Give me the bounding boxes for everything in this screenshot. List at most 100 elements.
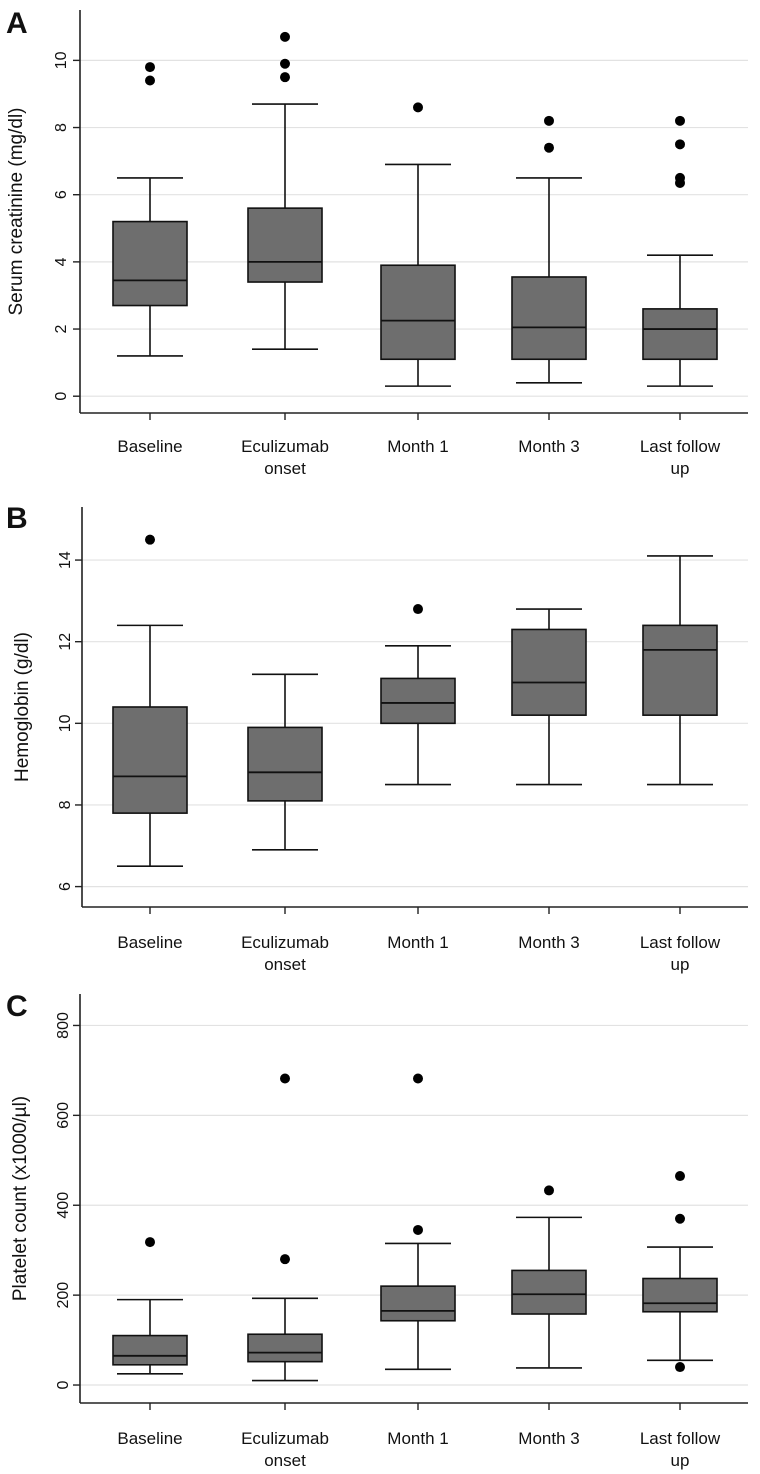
box-group <box>247 673 323 851</box>
y-tick-label: 10 <box>53 51 70 69</box>
x-category-label-line: Month 3 <box>518 933 579 952</box>
x-category-label: Last follow up <box>640 1429 721 1470</box>
x-category-label-line: onset <box>264 459 306 478</box>
iqr-box <box>247 726 323 802</box>
box-group <box>642 115 718 387</box>
x-category-label: Month 3 <box>518 933 579 952</box>
outlier-point <box>544 115 554 126</box>
box-group <box>112 62 188 357</box>
iqr-box <box>112 220 188 307</box>
iqr-box <box>112 706 188 814</box>
x-category-label-line: Baseline <box>117 437 182 456</box>
chart-panel-c: 0 200 400 600 800 Platelet count (x1000/µl) C B… <box>6 990 748 1470</box>
y-tick-label: 6 <box>57 882 74 891</box>
x-category-label-line: Month 1 <box>387 437 448 456</box>
y-tick-label: 10 <box>57 714 74 732</box>
x-category-label: Month 3 <box>518 437 579 456</box>
outlier-point <box>413 1073 423 1084</box>
iqr-box <box>380 1285 456 1322</box>
outlier-point <box>675 1362 685 1373</box>
iqr-box <box>247 1333 323 1363</box>
y-tick-label: 600 <box>55 1102 72 1129</box>
box-group <box>511 115 587 384</box>
outlier-point <box>675 115 685 126</box>
x-category-label-line: up <box>671 1451 690 1470</box>
box-group <box>642 1171 718 1373</box>
y-tick-label: 400 <box>55 1192 72 1219</box>
chart-panel-b: 6 8 10 12 14 Hemoglobin (g/dl) B Baseline Eculiz… <box>6 502 748 974</box>
box-group <box>112 534 188 867</box>
iqr-box <box>511 628 587 716</box>
box-group <box>247 1073 323 1382</box>
box-group <box>247 31 323 350</box>
x-category-label: Month 1 <box>387 437 448 456</box>
y-tick-label: 2 <box>53 324 70 333</box>
box-group <box>642 555 718 786</box>
x-category-label-line: up <box>671 459 690 478</box>
outlier-point <box>675 139 685 150</box>
outlier-point <box>280 58 290 69</box>
x-category-label: Eculizumab onset <box>241 1429 329 1470</box>
chart-panel-a: 0 2 4 6 8 10 Serum creatinine (mg/dl) A Baseline… <box>6 7 748 478</box>
box-group <box>511 608 587 786</box>
y-tick-label: 0 <box>53 392 70 401</box>
x-category-label: Month 1 <box>387 1429 448 1448</box>
iqr-box <box>247 207 323 283</box>
box-group <box>380 604 456 786</box>
iqr-box <box>642 1277 718 1313</box>
outlier-point <box>280 1073 290 1084</box>
x-category-label-line: Month 1 <box>387 933 448 952</box>
x-category-label-line: Baseline <box>117 933 182 952</box>
x-category-label-line: Month 1 <box>387 1429 448 1448</box>
y-tick-label: 14 <box>57 551 74 569</box>
iqr-box <box>112 1334 188 1366</box>
outlier-point <box>413 1224 423 1235</box>
outlier-point <box>544 1185 554 1196</box>
outlier-point <box>675 1213 685 1224</box>
outlier-point <box>413 102 423 113</box>
x-category-label: Baseline <box>117 437 182 456</box>
x-category-label: Baseline <box>117 933 182 952</box>
x-category-label: Last follow up <box>640 933 721 974</box>
x-category-label: Month 3 <box>518 1429 579 1448</box>
x-category-label-line: onset <box>264 955 306 974</box>
y-tick-label: 800 <box>55 1012 72 1039</box>
iqr-box <box>642 308 718 361</box>
y-tick-label: 8 <box>57 800 74 809</box>
y-tick-label: 4 <box>53 257 70 266</box>
y-axis-title: Hemoglobin (g/dl) <box>12 632 33 782</box>
x-category-label-line: up <box>671 955 690 974</box>
x-category-label-line: Eculizumab <box>241 1429 329 1448</box>
panel-letter: B <box>6 502 28 535</box>
outlier-point <box>145 75 155 86</box>
outlier-point <box>145 534 155 545</box>
x-category-label-line: Baseline <box>117 1429 182 1448</box>
outlier-point <box>675 172 685 183</box>
outlier-point <box>145 62 155 73</box>
y-axis-title: Serum creatinine (mg/dl) <box>6 107 27 315</box>
outlier-point <box>544 142 554 153</box>
box-group <box>511 1185 587 1369</box>
outlier-point <box>675 1171 685 1182</box>
x-category-label-line: Eculizumab <box>241 933 329 952</box>
x-category-label-line: onset <box>264 1451 306 1470</box>
x-category-label-line: Month 3 <box>518 1429 579 1448</box>
outlier-point <box>413 604 423 615</box>
y-tick-label: 8 <box>53 123 70 132</box>
outlier-point <box>280 1254 290 1265</box>
y-tick-label: 0 <box>55 1380 72 1389</box>
outlier-point <box>280 72 290 83</box>
outlier-point <box>280 31 290 42</box>
x-category-label: Baseline <box>117 1429 182 1448</box>
box-group <box>380 102 456 387</box>
panel-letter: A <box>6 7 28 40</box>
x-category-label-line: Last follow <box>640 437 721 456</box>
x-category-label-line: Last follow <box>640 1429 721 1448</box>
box-group <box>380 1073 456 1371</box>
iqr-box <box>511 1269 587 1315</box>
x-category-label-line: Eculizumab <box>241 437 329 456</box>
y-tick-label: 12 <box>57 633 74 651</box>
box-group <box>112 1237 188 1375</box>
x-category-label: Last follow up <box>640 437 721 478</box>
